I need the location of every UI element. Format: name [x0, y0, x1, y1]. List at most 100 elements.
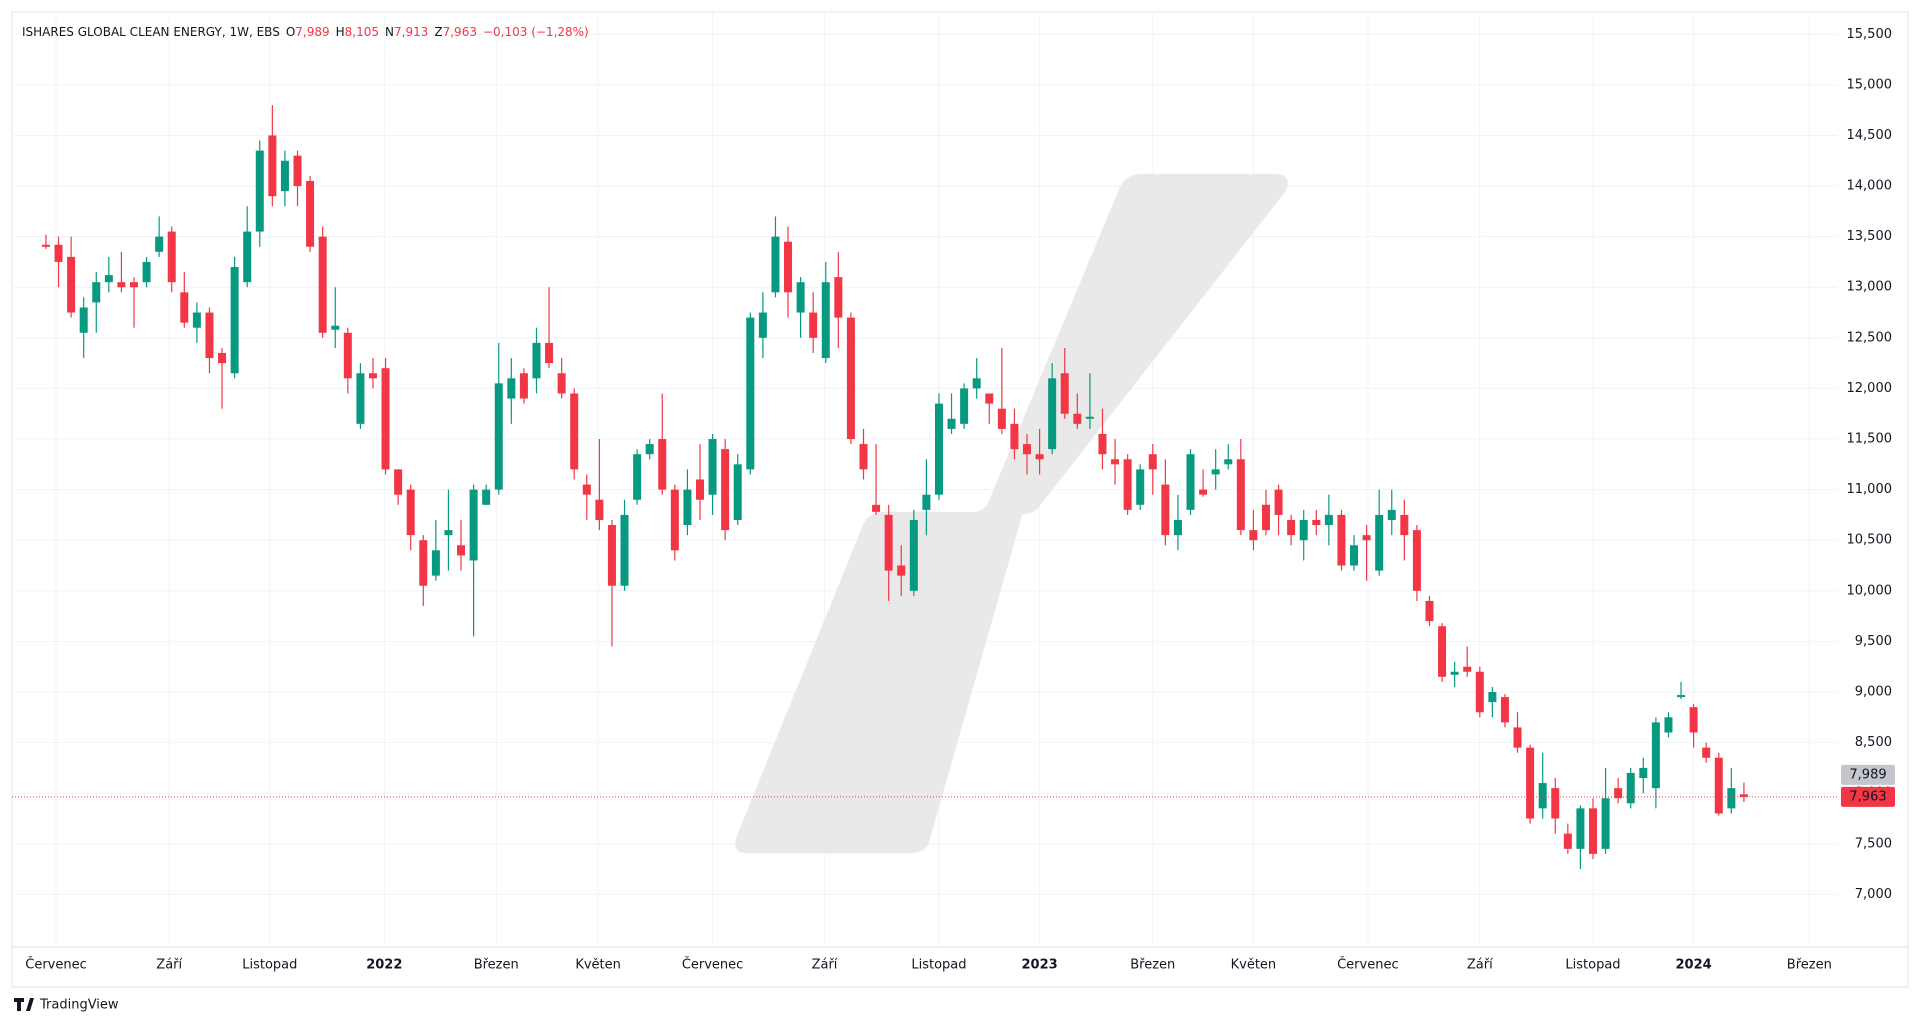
y-tick-label: 13,500 [1847, 229, 1893, 244]
brand: TradingView [39, 998, 119, 1013]
candle-body [570, 393, 579, 470]
candle-body [1111, 459, 1120, 465]
key: O [286, 25, 295, 39]
candle-body [431, 550, 440, 576]
candle-body [457, 545, 466, 556]
key: H [336, 25, 345, 39]
candle-body [79, 307, 88, 333]
candle-body [670, 489, 679, 551]
change: −0,103 (−1,28%) [483, 25, 589, 39]
x-tick-label: Září [1467, 958, 1493, 973]
candle-body [1324, 514, 1333, 526]
candle-body [444, 530, 453, 536]
candle-body [1639, 767, 1648, 779]
grid [12, 12, 1908, 948]
candle-body [909, 519, 918, 591]
candle-body [142, 261, 151, 283]
candle-body [218, 353, 227, 364]
candle-body [532, 342, 541, 379]
candle-body [507, 378, 516, 399]
candle-body [1588, 808, 1597, 854]
candle-body [1463, 666, 1472, 672]
candle-body [306, 180, 315, 247]
candle-body [1211, 469, 1220, 475]
candle-body [482, 489, 491, 505]
candle-body [243, 231, 252, 283]
candle-body [368, 373, 377, 379]
candle-body [1714, 757, 1723, 814]
candle-body [557, 373, 566, 394]
candle-body [947, 418, 956, 429]
candle-body [683, 489, 692, 526]
candle-body [130, 282, 139, 288]
candle-body [1048, 378, 1057, 450]
candle-body [1085, 416, 1094, 419]
candle-body [192, 312, 201, 328]
candle-body [834, 277, 843, 318]
candle-body [1098, 433, 1107, 455]
candle-body [1060, 373, 1069, 414]
y-tick-label: 7,500 [1855, 836, 1892, 851]
price-marker-label: 7,989 [1849, 767, 1886, 782]
y-tick-label: 12,000 [1847, 381, 1893, 396]
x-tick-label: Listopad [911, 958, 966, 973]
y-tick-label: 13,000 [1847, 280, 1893, 295]
candle-body [117, 282, 126, 288]
y-tick-label: 11,000 [1847, 482, 1893, 497]
candle-body [1500, 697, 1509, 723]
candle-body [1664, 717, 1673, 733]
candle-body [394, 469, 403, 495]
val: 7,989 [295, 25, 329, 39]
y-tick-label: 9,000 [1855, 685, 1892, 700]
candle-body [1563, 833, 1572, 849]
y-tick-label: 10,000 [1847, 583, 1893, 598]
candle-body [280, 160, 289, 192]
candle-body [1387, 509, 1396, 520]
x-tick-label: Září [812, 958, 838, 973]
candle-body [318, 236, 327, 333]
x-tick-label: Červenec [682, 957, 744, 973]
candle-body [1010, 423, 1019, 450]
candle-body [972, 378, 981, 389]
logo-shape [735, 173, 1288, 854]
candle-body [1337, 514, 1346, 566]
y-tick-label: 7,000 [1855, 887, 1892, 902]
candle-body [1261, 504, 1270, 531]
candle-body [1576, 808, 1585, 849]
candle-body [1739, 794, 1748, 797]
candle-body [645, 444, 654, 455]
brand-logo [14, 998, 34, 1011]
candle-body [620, 514, 629, 586]
candle-body [293, 155, 302, 187]
y-tick-label: 12,500 [1847, 330, 1893, 345]
candle-body [230, 267, 239, 374]
y-tick-label: 15,000 [1847, 77, 1893, 92]
x-tick-label: Květen [1231, 958, 1277, 973]
candle-body [1614, 788, 1623, 799]
x-tick-label: 2024 [1676, 958, 1712, 973]
candle-body [1513, 727, 1522, 748]
x-tick-label: Listopad [242, 958, 297, 973]
x-tick-label: Červenec [25, 957, 87, 973]
y-tick-label: 10,500 [1847, 533, 1893, 548]
y-tick-label: 8,500 [1855, 735, 1892, 750]
candle-body [1199, 489, 1208, 495]
y-tick-label: 9,500 [1855, 634, 1892, 649]
candle-body [1702, 747, 1711, 758]
candle-body [1173, 519, 1182, 536]
candle-body [1362, 535, 1371, 541]
candle-body [92, 282, 101, 303]
candle-body [1551, 788, 1560, 819]
candle-body [1626, 772, 1635, 804]
x-tick-label: Září [156, 958, 182, 973]
candle-body [1312, 519, 1321, 526]
candle-body [809, 312, 818, 338]
candle-body [381, 368, 390, 470]
candle-body [1023, 444, 1032, 455]
candle-body [960, 388, 969, 424]
candle-body [494, 383, 503, 490]
candle-body [1161, 484, 1170, 536]
candle-body [469, 489, 478, 561]
candle-body [268, 135, 277, 197]
